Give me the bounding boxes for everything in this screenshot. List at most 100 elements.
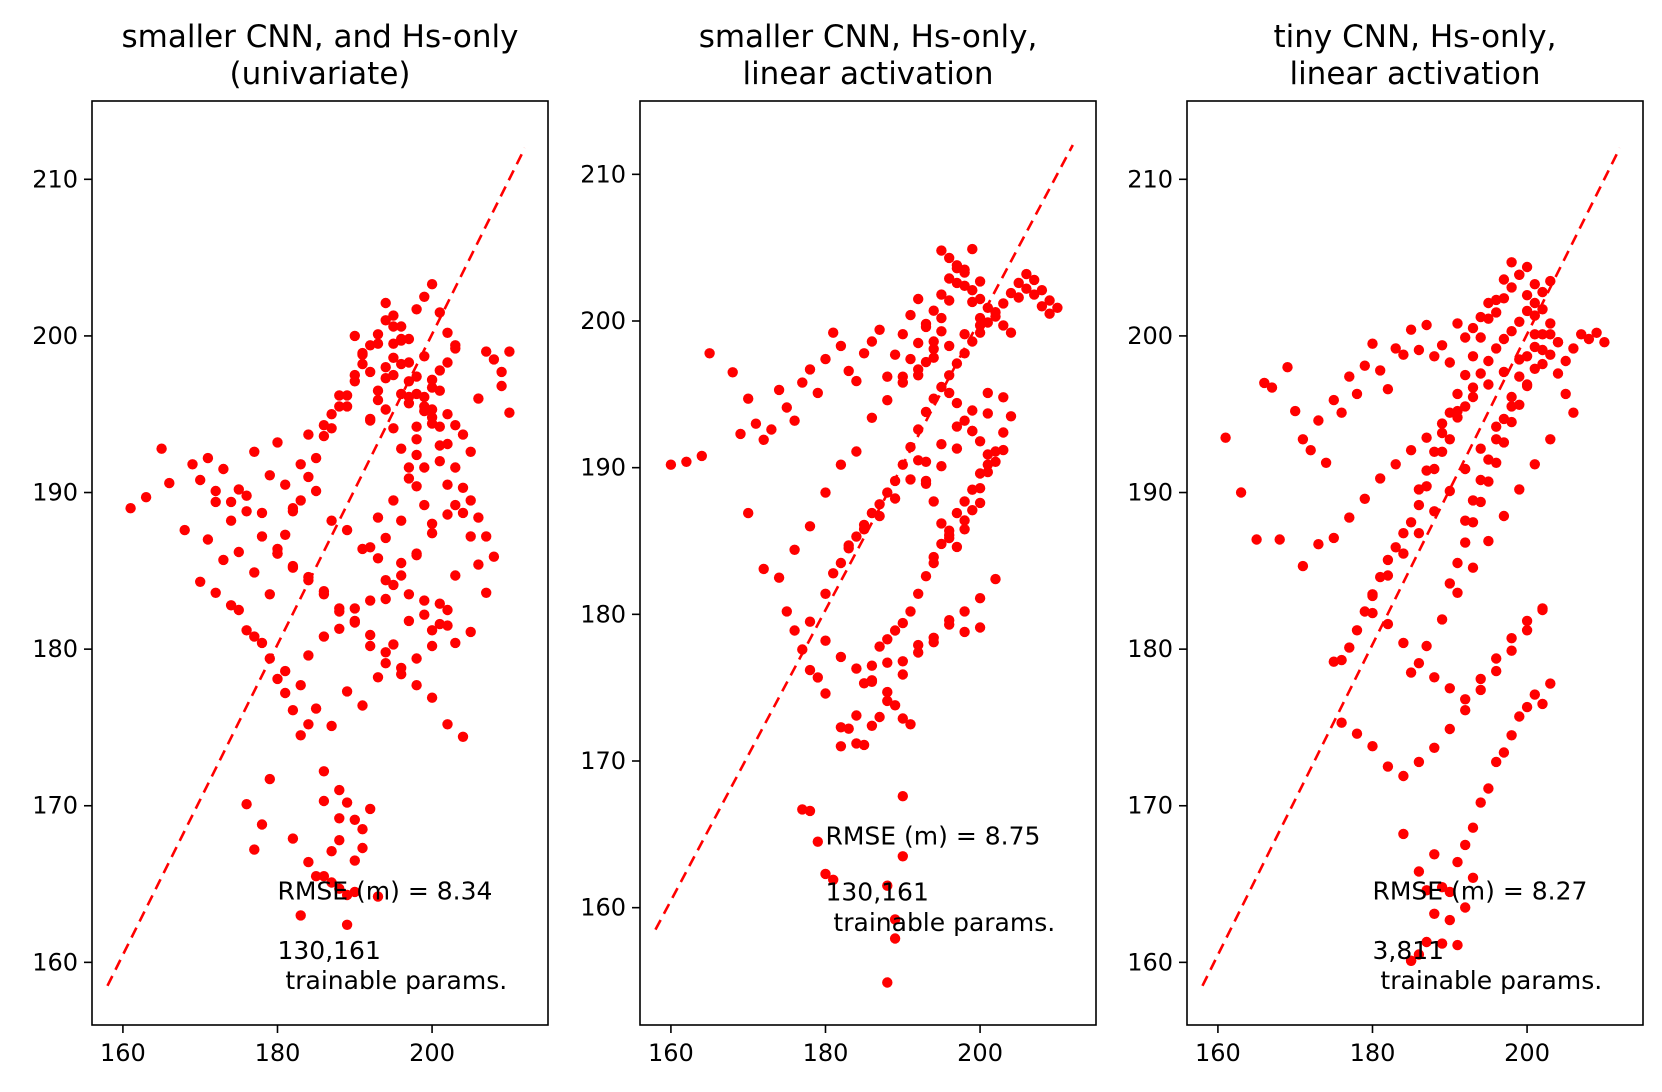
data-point <box>905 309 916 321</box>
data-point <box>442 327 453 338</box>
data-point <box>1036 285 1048 296</box>
data-point <box>789 544 800 555</box>
data-point <box>851 446 862 457</box>
data-point <box>1537 286 1548 298</box>
data-point <box>1491 653 1502 664</box>
data-point <box>256 507 268 519</box>
data-point <box>828 568 839 579</box>
data-point <box>967 285 978 296</box>
data-point <box>1297 560 1309 572</box>
data-point <box>419 609 430 620</box>
data-point <box>1483 297 1494 309</box>
data-point <box>318 871 330 882</box>
data-point <box>897 371 908 382</box>
data-point <box>1344 642 1355 653</box>
data-point <box>1491 457 1502 468</box>
data-point <box>1560 355 1571 367</box>
data-point <box>1475 797 1486 808</box>
data-point <box>457 507 469 519</box>
data-point <box>851 663 862 674</box>
data-point <box>187 459 198 470</box>
data-point <box>681 456 692 467</box>
data-point <box>341 524 353 536</box>
data-point <box>1444 357 1456 368</box>
data-point <box>450 462 461 473</box>
data-point <box>974 593 986 604</box>
data-point <box>396 662 407 674</box>
data-point <box>280 687 291 699</box>
data-point <box>951 397 963 409</box>
data-point <box>843 543 854 554</box>
data-point <box>481 531 492 542</box>
data-point <box>1475 443 1486 454</box>
data-point <box>944 532 955 544</box>
data-point <box>1483 535 1494 547</box>
data-point <box>1390 459 1401 470</box>
data-point <box>1259 377 1270 389</box>
data-point <box>1367 590 1378 602</box>
data-point <box>820 635 831 646</box>
data-point <box>1460 401 1471 412</box>
data-point <box>1021 268 1032 280</box>
data-point <box>411 653 422 664</box>
data-point <box>1506 326 1517 337</box>
data-point <box>974 436 986 447</box>
data-point <box>1429 742 1440 753</box>
data-point <box>928 551 939 563</box>
data-point <box>889 933 901 944</box>
data-point <box>1444 683 1456 694</box>
y-tick-label: 190 <box>32 479 78 507</box>
data-point <box>1514 316 1525 327</box>
annotation: RMSE (m) = 8.34 <box>277 877 492 906</box>
data-point <box>889 493 901 504</box>
data-point <box>1367 338 1378 349</box>
data-point <box>473 559 484 570</box>
data-point <box>272 437 283 448</box>
data-point <box>326 423 337 434</box>
data-point <box>434 307 445 318</box>
data-point <box>1483 313 1494 324</box>
data-point <box>1405 517 1417 528</box>
data-point <box>967 484 978 495</box>
data-point <box>1514 711 1525 722</box>
data-point <box>936 312 947 324</box>
y-tick-label: 190 <box>1127 479 1173 507</box>
y-tick-label: 200 <box>1127 322 1173 350</box>
data-point <box>341 919 353 930</box>
data-point <box>1274 534 1285 545</box>
data-point <box>959 606 970 617</box>
data-point <box>874 641 885 652</box>
data-point <box>1467 391 1479 403</box>
data-point <box>858 739 870 751</box>
data-point <box>357 824 368 835</box>
data-point <box>334 813 345 824</box>
data-point <box>442 357 453 368</box>
data-point <box>1475 673 1486 685</box>
data-point <box>974 293 986 305</box>
data-point <box>225 515 237 526</box>
data-point <box>951 263 963 274</box>
data-point <box>481 587 492 598</box>
data-point <box>1521 290 1533 301</box>
data-point <box>773 384 785 396</box>
data-point <box>403 391 415 403</box>
data-point <box>858 348 870 359</box>
data-point <box>426 382 438 393</box>
data-point <box>1328 394 1340 406</box>
data-point <box>820 688 831 699</box>
data-point <box>1036 301 1048 312</box>
data-point <box>1521 701 1533 713</box>
data-point <box>396 321 407 332</box>
data-point <box>411 680 422 691</box>
data-point <box>897 851 908 862</box>
data-point <box>1359 493 1371 504</box>
data-point <box>1491 665 1502 677</box>
data-point <box>1506 401 1517 412</box>
data-point <box>944 387 955 399</box>
data-point <box>357 543 368 555</box>
data-point <box>936 439 947 450</box>
data-point <box>388 579 399 591</box>
data-point <box>1537 344 1548 356</box>
data-point <box>905 353 916 365</box>
data-point <box>936 245 947 256</box>
